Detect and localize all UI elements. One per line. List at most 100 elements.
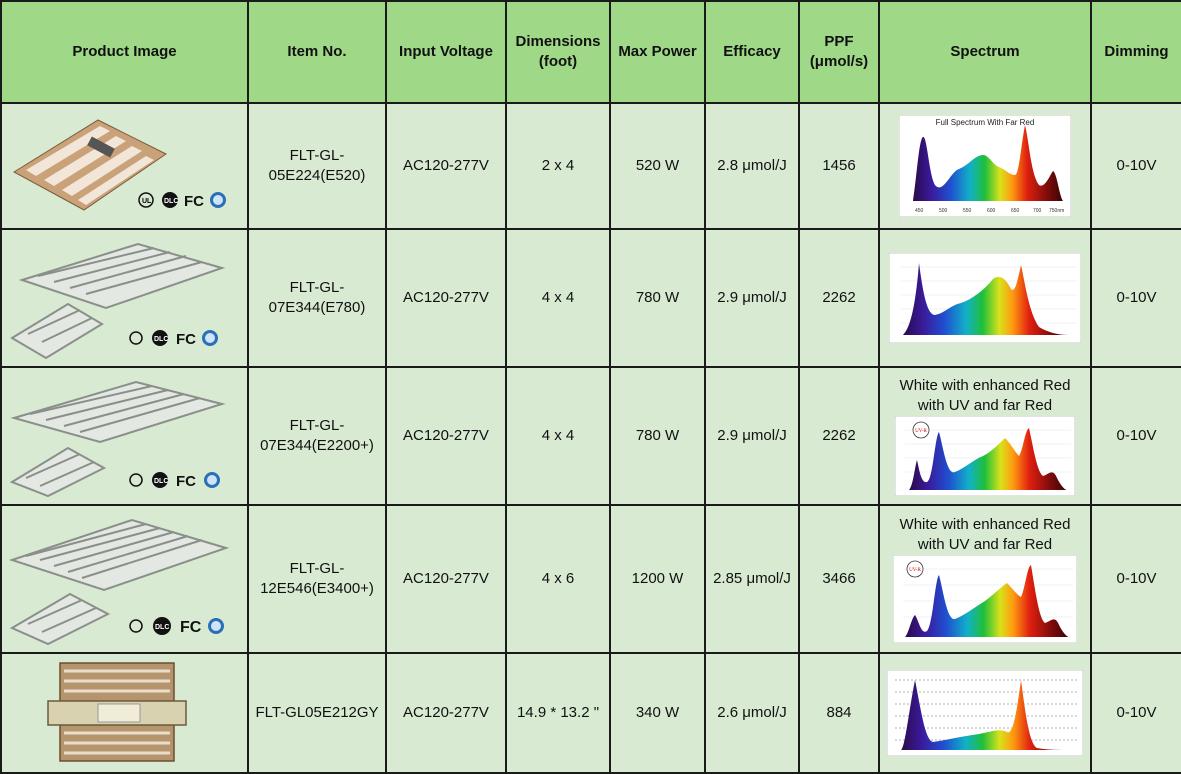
- max-power: 340 W: [609, 652, 706, 774]
- product-image: DLC FC: [9, 380, 226, 498]
- efficacy: 2.9 μmol/J: [704, 228, 800, 368]
- grow-light-fixture-image: [10, 242, 226, 360]
- table-row: UL DLC FC FLT-GL-05E224(E520) AC120-277V…: [0, 102, 1181, 230]
- fc-icon: FC: [180, 619, 202, 636]
- spectrum-cell: [878, 228, 1092, 368]
- product-image-cell: UL DLC FC: [0, 102, 249, 230]
- dimming: 0-10V: [1090, 652, 1181, 774]
- item-no: FLT-GL-07E344(E2200+): [247, 366, 387, 506]
- x-tick: 500: [939, 208, 948, 214]
- certification-logos: DLC FC: [129, 617, 224, 636]
- input-voltage: AC120-277V: [385, 366, 507, 506]
- dlc-icon: [152, 330, 168, 346]
- spectrum-chart: [887, 670, 1083, 756]
- header-row: Product Image Item No. Input Voltage Dim…: [0, 0, 1181, 104]
- svg-text:DLC: DLC: [164, 198, 178, 205]
- ppf: 1456: [798, 102, 880, 230]
- ul-listed-icon: [129, 331, 143, 345]
- efficacy: 2.9 μmol/J: [704, 366, 800, 506]
- spectrum-cell: Full Spectrum With Far Red 450 500 550 6…: [878, 102, 1092, 230]
- spectrum-chart-title: Full Spectrum With Far Red: [936, 118, 1035, 127]
- header-dimensions: Dimensions (foot): [505, 0, 611, 104]
- item-no: FLT-GL-05E224(E520): [247, 102, 387, 230]
- dimensions: 14.9 * 13.2 ": [505, 652, 611, 774]
- dimming: 0-10V: [1090, 228, 1181, 368]
- grow-light-fixture-image: [9, 380, 226, 498]
- certification-logos: DLC FC: [129, 330, 218, 348]
- table-row: DLC FC FLT-GL-07E344(E2200+) AC120-277V …: [0, 366, 1181, 506]
- header-ppf: PPF (μmol/s): [798, 0, 880, 104]
- svg-text:DLC: DLC: [154, 478, 168, 485]
- grow-light-fixture-image: [47, 662, 187, 762]
- table-row: DLC FC FLT-GL-12E546(E3400+) AC120-277V …: [0, 504, 1181, 654]
- spectrum-chart: Full Spectrum With Far Red 450 500 550 6…: [899, 115, 1071, 217]
- uv-r-badge: [912, 421, 930, 439]
- dimensions: 4 x 4: [505, 228, 611, 368]
- ppf: 3466: [798, 504, 880, 654]
- dimensions: 4 x 6: [505, 504, 611, 654]
- x-tick: 600: [987, 208, 996, 214]
- fc-icon: FC: [176, 473, 196, 490]
- x-tick: 650: [1011, 208, 1020, 214]
- fc-icon: FC: [184, 193, 204, 210]
- dimming: 0-10V: [1090, 504, 1181, 654]
- product-image: DLC FC: [10, 242, 226, 360]
- x-tick: 450: [915, 208, 924, 214]
- dlc-icon: [153, 617, 171, 635]
- max-power: 780 W: [609, 366, 706, 506]
- max-power: 780 W: [609, 228, 706, 368]
- svg-text:UL: UL: [142, 198, 152, 205]
- item-no: FLT-GL-07E344(E780): [247, 228, 387, 368]
- ul-listed-icon: [138, 192, 154, 208]
- svg-text:DLC: DLC: [155, 624, 169, 631]
- product-image: [47, 662, 187, 762]
- input-voltage: AC120-277V: [385, 652, 507, 774]
- item-no: FLT-GL05E212GY: [247, 652, 387, 774]
- header-max-power: Max Power: [609, 0, 706, 104]
- item-no: FLT-GL-12E546(E3400+): [247, 504, 387, 654]
- table-row: FLT-GL05E212GY AC120-277V 14.9 * 13.2 " …: [0, 652, 1181, 774]
- efficacy: 2.8 μmol/J: [704, 102, 800, 230]
- dimming: 0-10V: [1090, 102, 1181, 230]
- dimensions: 4 x 4: [505, 366, 611, 506]
- product-image-cell: DLC FC: [0, 228, 249, 368]
- header-spectrum: Spectrum: [878, 0, 1092, 104]
- input-voltage: AC120-277V: [385, 504, 507, 654]
- input-voltage: AC120-277V: [385, 102, 507, 230]
- dlc-icon: [162, 192, 178, 208]
- product-image: UL DLC FC: [13, 119, 226, 211]
- fc-icon: FC: [176, 331, 196, 348]
- spectrum-chart: UV-R: [895, 416, 1075, 496]
- product-image-cell: [0, 652, 249, 774]
- x-tick: 700: [1033, 208, 1042, 214]
- efficacy: 2.85 μmol/J: [704, 504, 800, 654]
- certification-logos: DLC FC: [129, 472, 220, 490]
- ppf: 2262: [798, 366, 880, 506]
- input-voltage: AC120-277V: [385, 228, 507, 368]
- dimensions: 2 x 4: [505, 102, 611, 230]
- ppf: 884: [798, 652, 880, 774]
- ppf: 2262: [798, 228, 880, 368]
- dlc-icon: [152, 472, 168, 488]
- product-image: DLC FC: [8, 518, 230, 646]
- table-row: DLC FC FLT-GL-07E344(E780) AC120-277V 4 …: [0, 228, 1181, 368]
- ul-listed-icon: [129, 473, 143, 487]
- header-input-voltage: Input Voltage: [385, 0, 507, 104]
- spectrum-cell: White with enhanced Red with UV and far …: [878, 366, 1092, 506]
- spectrum-cell: [878, 652, 1092, 774]
- grow-light-fixture-image: [13, 119, 167, 211]
- max-power: 520 W: [609, 102, 706, 230]
- grow-light-fixture-image: [8, 518, 230, 646]
- header-product-image: Product Image: [0, 0, 249, 104]
- spectrum-title: White with enhanced Red with UV and far …: [899, 516, 1071, 553]
- product-image-cell: DLC FC: [0, 366, 249, 506]
- x-tick: 750nm: [1049, 208, 1064, 214]
- uv-r-badge-label: UV-R: [915, 429, 927, 434]
- max-power: 1200 W: [609, 504, 706, 654]
- spectrum-chart: [889, 253, 1081, 343]
- spectrum-x-ticks: 450 500 550 600 650 700 750nm: [915, 208, 1064, 214]
- spectrum-title: White with enhanced Red with UV and far …: [899, 377, 1071, 414]
- certification-logos: UL DLC FC: [138, 192, 226, 210]
- uv-r-badge: [906, 560, 924, 578]
